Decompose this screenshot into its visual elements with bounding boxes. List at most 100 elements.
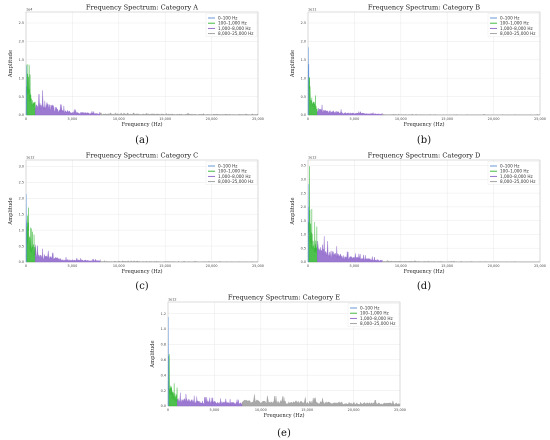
series-area-4 (100, 112, 259, 116)
y-tick-label: 1.2 (161, 312, 166, 316)
x-axis-label: Frequency (Hz) (403, 268, 444, 275)
chart-title: Frequency Spectrum: Category E (228, 294, 340, 302)
x-axis-label: Frequency (Hz) (121, 121, 162, 128)
x-tick-label: 10,000 (113, 264, 125, 268)
legend-label: 1,000–8,000 Hz (360, 316, 394, 321)
series-area-3 (177, 392, 243, 407)
series-area-3 (35, 244, 101, 263)
y-tick-label: 0.4 (161, 373, 166, 377)
x-tick-label: 25,000 (394, 408, 406, 412)
x-tick-label: 20,000 (348, 408, 360, 412)
y-tick-label: 1.0 (301, 233, 306, 237)
legend-label: 100–1,000 Hz (360, 311, 390, 316)
legend-label: 100–1,000 Hz (500, 21, 530, 26)
y-tick-label: 0.0 (301, 113, 306, 117)
series-area-1 (25, 194, 28, 263)
y-tick-label: 1.5 (301, 58, 306, 62)
y-axis-label: Amplitude (290, 50, 296, 78)
legend-label: 1,000–8,000 Hz (500, 26, 534, 31)
y-tick-label: 2.5 (19, 21, 24, 25)
panel-caption: (a) (135, 135, 149, 146)
x-tick-label: 15,000 (441, 117, 453, 121)
y-tick-label: 3.0 (19, 165, 24, 169)
y-tick-label: 1.5 (19, 212, 24, 216)
legend-box (205, 161, 258, 185)
x-tick-label: 25,000 (534, 264, 546, 268)
chart-title: Frequency Spectrum: Category C (86, 152, 198, 160)
y-tick-label: 0.8 (161, 343, 166, 347)
legend-box (205, 13, 258, 37)
legend-box (487, 13, 540, 37)
scale-exponent-label: 1e12 (168, 298, 177, 302)
y-tick-label: 1.0 (19, 76, 24, 80)
y-tick-label: 2.5 (19, 181, 24, 185)
x-tick-label: 5,000 (350, 264, 360, 268)
series-area-4 (382, 113, 541, 116)
y-tick-label: 0.5 (19, 95, 24, 99)
chart-title: Frequency Spectrum: Category B (368, 4, 480, 12)
series-area-4 (100, 260, 259, 263)
y-tick-label: 0.2 (161, 389, 166, 393)
y-tick-label: 0.5 (301, 246, 306, 250)
y-tick-label: 0.0 (19, 113, 24, 117)
legend-label: 8,000–25,000 Hz (218, 31, 254, 36)
series-area-2 (26, 207, 36, 263)
scale-exponent-label: 1e4 (26, 8, 32, 12)
y-tick-label: 2.5 (301, 21, 306, 25)
series-area-3 (317, 236, 383, 263)
y-tick-label: 2.0 (301, 40, 306, 44)
legend-label: 8,000–25,000 Hz (500, 179, 536, 184)
legend-label: 100–1,000 Hz (218, 21, 248, 26)
panel-caption: (b) (417, 135, 431, 146)
y-tick-label: 1.0 (19, 228, 24, 232)
chart-title: Frequency Spectrum: Category D (368, 152, 481, 160)
legend-label: 8,000–25,000 Hz (360, 321, 396, 326)
series-area-4 (242, 394, 401, 407)
x-tick-label: 15,000 (441, 264, 453, 268)
series-area-2 (26, 64, 36, 116)
y-tick-label: 2.0 (301, 205, 306, 209)
y-tick-label: 2.0 (19, 40, 24, 44)
legend-box (487, 161, 540, 185)
x-tick-label: 5,000 (210, 408, 220, 412)
x-tick-label: 0 (25, 264, 27, 268)
y-tick-label: 3.0 (301, 177, 306, 181)
y-tick-label: 1.5 (301, 219, 306, 223)
series-area-2 (308, 166, 318, 263)
x-tick-label: 10,000 (255, 408, 267, 412)
x-tick-label: 20,000 (488, 117, 500, 121)
legend-label: 1,000–8,000 Hz (218, 174, 252, 179)
scale-exponent-label: 1e11 (308, 8, 317, 12)
y-tick-label: 0.6 (161, 358, 166, 362)
x-tick-label: 25,000 (252, 264, 264, 268)
scale-exponent-label: 1e12 (26, 156, 35, 160)
x-tick-label: 10,000 (113, 117, 125, 121)
legend-label: 1,000–8,000 Hz (218, 26, 252, 31)
y-tick-label: 3.5 (301, 164, 306, 168)
x-tick-label: 5,000 (68, 264, 78, 268)
x-tick-label: 10,000 (395, 264, 407, 268)
x-tick-label: 10,000 (395, 117, 407, 121)
chart-title: Frequency Spectrum: Category A (86, 4, 198, 12)
chart-panel-3: 0 5,000 10,000 15,000 20,000 25,000 0.0 0.5 1.0 1… (8, 152, 264, 293)
x-tick-label: 0 (307, 264, 309, 268)
legend-label: 0–100 Hz (218, 15, 238, 20)
chart-panel-2: 0 5,000 10,000 15,000 20,000 25,000 0.0 0.5 1.0 1… (290, 4, 546, 147)
y-axis-label: Amplitude (8, 50, 14, 78)
series-area-3 (317, 104, 383, 116)
legend-label: 8,000–25,000 Hz (500, 31, 536, 36)
legend-label: 8,000–25,000 Hz (218, 179, 254, 184)
chart-panel-4: 0 5,000 10,000 15,000 20,000 25,000 0.0 0.5 1.0 1… (290, 152, 546, 293)
chart-panel-5: 0 5,000 10,000 15,000 20,000 25,000 0.0 0.2 0.4 0… (150, 294, 406, 440)
chart-panel-1: 0 5,000 10,000 15,000 20,000 25,000 0.0 0.5 1.0 1… (8, 4, 264, 147)
x-tick-label: 25,000 (534, 117, 546, 121)
scale-exponent-label: 1e12 (308, 156, 317, 160)
series-area-4 (382, 260, 541, 263)
x-tick-label: 5,000 (68, 117, 78, 121)
series-area-2 (308, 76, 318, 116)
legend-box (347, 303, 400, 327)
y-tick-label: 2.0 (19, 196, 24, 200)
x-tick-label: 15,000 (159, 264, 171, 268)
x-tick-label: 15,000 (159, 117, 171, 121)
y-tick-label: 0.5 (301, 95, 306, 99)
